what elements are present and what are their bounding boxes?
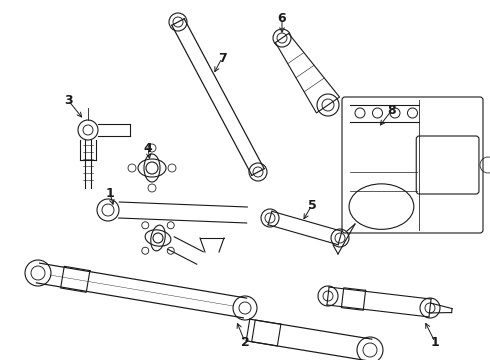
Text: 7: 7 xyxy=(218,51,226,64)
Text: 2: 2 xyxy=(241,336,249,348)
Text: 3: 3 xyxy=(64,94,73,107)
Text: 1: 1 xyxy=(106,186,114,199)
Text: 4: 4 xyxy=(144,141,152,154)
Text: 1: 1 xyxy=(431,336,440,348)
Text: 8: 8 xyxy=(388,104,396,117)
Text: 6: 6 xyxy=(278,12,286,24)
Text: 5: 5 xyxy=(308,198,317,212)
